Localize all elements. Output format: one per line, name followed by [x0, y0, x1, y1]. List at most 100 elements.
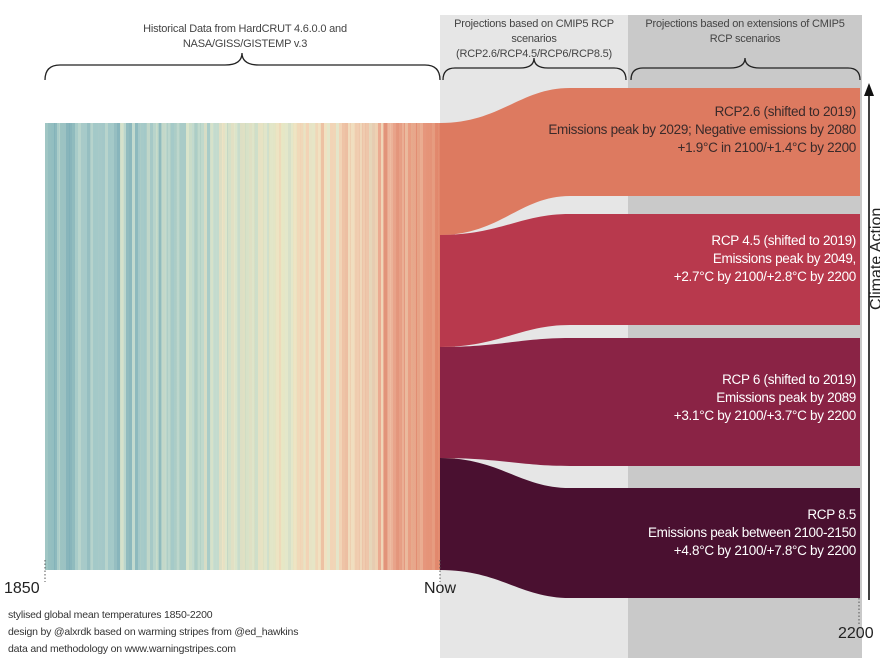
stripe [318, 123, 320, 570]
stripe [66, 123, 70, 570]
stripe [348, 123, 350, 570]
header-extensions: Projections based on extensions of CMIP5… [630, 17, 860, 47]
stripe [252, 123, 254, 570]
stripe [216, 123, 219, 570]
stripe [357, 123, 359, 570]
stripe [147, 123, 150, 570]
credit-line: design by @alxrdk based on warming strip… [8, 626, 299, 638]
stripe [117, 123, 121, 570]
stripe [186, 123, 189, 570]
stripe [243, 123, 245, 570]
scenario-label-rcp6: RCP 6 (shifted to 2019) Emissions peak b… [673, 371, 857, 425]
scenario-warming: +1.9°C in 2100/+1.4°C by 2200 [677, 140, 857, 155]
stripe [222, 123, 225, 570]
header-projections: Projections based on CMIP5 RCP scenarios… [440, 17, 628, 62]
stripe [198, 123, 200, 570]
stripe [171, 123, 174, 570]
stripe [330, 123, 333, 570]
scenario-name: RCP2.6 (shifted to 2019) [714, 104, 857, 119]
stripe [324, 123, 327, 570]
stripe [351, 123, 355, 570]
stripe [363, 123, 365, 570]
stripe [120, 123, 124, 570]
bracket-extensions [630, 57, 861, 81]
stripe [87, 123, 91, 570]
stripe [375, 123, 378, 570]
stripe [225, 123, 227, 570]
scenario-bands [440, 88, 860, 598]
scenario-band [440, 338, 860, 466]
stripe [63, 123, 66, 570]
stripe [276, 123, 279, 570]
stripe [105, 123, 108, 570]
climate-action-arrow-icon [864, 83, 874, 96]
stripe [48, 123, 51, 570]
stripe [69, 123, 72, 570]
stripe [153, 123, 157, 570]
scenario-emissions: Emissions peak by 2089 [716, 390, 856, 405]
scenario-warming: +4.8°C by 2100/+7.8°C by 2200 [673, 543, 857, 558]
scenario-name: RCP 8.5 [807, 507, 856, 522]
stripe [183, 123, 187, 570]
stripe [333, 123, 336, 570]
stripe [219, 123, 223, 570]
stripe [207, 123, 211, 570]
stripe [306, 123, 309, 570]
stripe [81, 123, 84, 570]
scenario-warming: +3.1°C by 2100/+3.7°C by 2200 [673, 408, 857, 423]
stripe [45, 123, 48, 570]
stripe [129, 123, 132, 570]
stripe [258, 123, 261, 570]
stripe [342, 123, 345, 570]
stripe [138, 123, 140, 570]
stripe [255, 123, 258, 570]
stripe [51, 123, 55, 570]
stripe [72, 123, 75, 570]
stripe [126, 123, 129, 570]
stripe [372, 123, 375, 570]
stripe [60, 123, 63, 570]
stripe [282, 123, 285, 570]
stripe [273, 123, 275, 570]
stripe [291, 123, 293, 570]
stripe [336, 123, 339, 570]
scenario-emissions: Emissions peak by 2029; Negative emissio… [548, 122, 856, 137]
stripe [369, 123, 372, 570]
stripe [327, 123, 330, 570]
stripe [189, 123, 192, 570]
stripe [57, 123, 59, 570]
stripe [165, 123, 167, 570]
stripe [168, 123, 170, 570]
header-extensions-line2: RCP scenarios [709, 33, 781, 45]
stripe [249, 123, 252, 570]
stripe [285, 123, 288, 570]
stripe [114, 123, 117, 570]
stripe [267, 123, 269, 570]
scenario-label-rcp26: RCP2.6 (shifted to 2019) Emissions peak … [548, 103, 856, 157]
scenario-emissions: Emissions peak by 2049, [712, 251, 856, 266]
stripe [54, 123, 57, 570]
stripe [294, 123, 296, 570]
stripe [195, 123, 197, 570]
stripe [135, 123, 138, 570]
stripe [108, 123, 111, 570]
tick-label-2200: 2200 [838, 625, 874, 642]
stripe [204, 123, 207, 570]
stripe [78, 123, 81, 570]
stripe [279, 123, 281, 570]
stripe [360, 123, 362, 570]
stripe [156, 123, 158, 570]
stripe [261, 123, 263, 570]
stripe [231, 123, 235, 570]
credit-line: data and methodology on www.warningstrip… [8, 643, 236, 655]
stripe [213, 123, 217, 570]
scenario-band [440, 88, 860, 235]
tick-label-1850: 1850 [4, 580, 40, 597]
bracket-historical [44, 52, 441, 81]
header-historical: Historical Data from HardCRUT 4.6.0.0 an… [120, 22, 370, 52]
stripe [270, 123, 273, 570]
scenario-name: RCP 6 (shifted to 2019) [722, 372, 856, 387]
scenario-warming: +2.7°C by 2100/+2.8°C by 2200 [673, 269, 857, 284]
stripe [309, 123, 312, 570]
stripe [162, 123, 166, 570]
